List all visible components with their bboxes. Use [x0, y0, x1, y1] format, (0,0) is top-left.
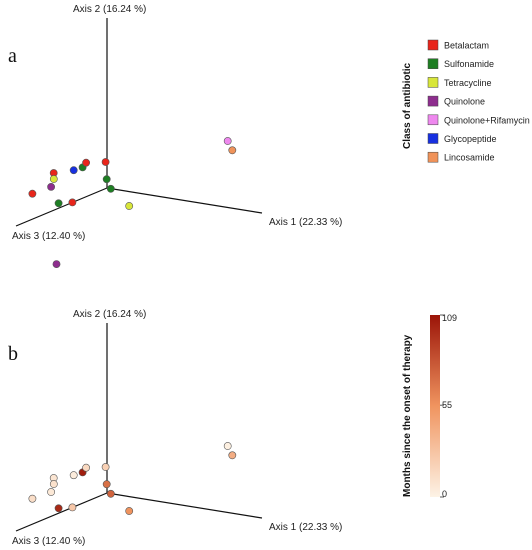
- panel-b-point: [101, 463, 110, 471]
- colorbar-ticks: 0 55 109: [440, 313, 457, 499]
- panel-a-point: [101, 158, 110, 166]
- legend-label: Betalactam: [444, 41, 489, 51]
- panel-b-point: [223, 442, 232, 450]
- legend-title: Class of antibiotic: [402, 62, 413, 149]
- panel-b-point: [47, 488, 55, 496]
- legend-label: Lincosamide: [444, 153, 495, 163]
- panel-b-point: [125, 507, 134, 515]
- colorbar-tick-label: 0: [442, 489, 447, 499]
- panel-a-point: [69, 166, 78, 175]
- panel-a-axis1-label: Axis 1 (22.33 %): [269, 217, 342, 228]
- colorbar-tick-label: 55: [442, 400, 452, 410]
- panel-b-axes: Axis 2 (16.24 %) Axis 1 (22.33 %) Axis 3…: [8, 309, 342, 547]
- panel-b-axis1-label: Axis 1 (22.33 %): [269, 522, 342, 533]
- panel-a-point: [52, 260, 61, 268]
- panel-b-label: b: [8, 343, 18, 365]
- panel-a-point: [47, 182, 55, 191]
- panel-a-axis3-label: Axis 3 (12.40 %): [12, 231, 85, 242]
- legend-items: Betalactam Sulfonamide Tetracycline Quinolo…: [427, 39, 530, 163]
- panel-a-label: a: [8, 45, 17, 67]
- panel-a-point: [228, 146, 237, 155]
- panel-b-point: [82, 463, 90, 472]
- panel-b-point: [69, 471, 78, 480]
- panel-b-axis1-line: [106, 492, 263, 519]
- legend-label: Sulfonamide: [444, 59, 494, 69]
- colorbar-title: Months since the onset of therapy: [402, 334, 413, 497]
- panel-b-points: [28, 442, 237, 515]
- panel-a-point: [106, 184, 115, 193]
- colorbar-tick-label: 109: [442, 313, 457, 323]
- panel-a-point: [223, 137, 232, 145]
- panel-b-point: [68, 503, 77, 512]
- legend-swatch: [427, 77, 439, 88]
- panel-a-point: [28, 189, 37, 198]
- panel-b-point: [102, 480, 111, 489]
- panel-b-point: [228, 451, 237, 460]
- class-legend: Class of antibiotic Betalactam Sulfonamid…: [402, 39, 530, 163]
- panel-b-point: [54, 504, 63, 513]
- months-colorbar: Months since the onset of therapy 0 55 109: [402, 313, 457, 499]
- legend-swatch: [427, 58, 439, 69]
- panel-b-axis2-label: Axis 2 (16.24 %): [73, 309, 146, 320]
- legend-swatch: [427, 133, 439, 144]
- colorbar-gradient: [430, 315, 440, 497]
- legend-swatch: [427, 151, 439, 163]
- panel-a-axis3-line: [15, 187, 108, 227]
- legend-swatch: [427, 39, 439, 51]
- legend-label: Quinolone: [444, 97, 485, 107]
- panel-a-point: [54, 199, 63, 208]
- legend-label: Quinolone+Rifamycin: [444, 115, 530, 125]
- panel-b-axis3-line: [15, 492, 108, 532]
- panel-a-point: [82, 158, 90, 167]
- legend-swatch: [427, 95, 439, 107]
- legend-swatch: [427, 114, 439, 126]
- panel-b-point: [49, 480, 58, 488]
- legend-label: Tetracycline: [444, 78, 492, 88]
- legend-label: Glycopeptide: [444, 134, 497, 144]
- panel-b-point: [106, 489, 115, 498]
- panel-a-axes: Axis 2 (16.24 %) Axis 1 (22.33 %) Axis 3…: [8, 4, 342, 242]
- panel-a-point: [125, 202, 134, 210]
- panel-a-points: [28, 137, 237, 268]
- panel-b-axis3-label: Axis 3 (12.40 %): [12, 536, 85, 547]
- panel-a-point: [102, 175, 111, 184]
- panel-a-axis1-line: [106, 187, 263, 214]
- panel-a-axis2-label: Axis 2 (16.24 %): [73, 4, 146, 15]
- panel-a-point: [49, 175, 58, 183]
- panel-a-point: [68, 198, 77, 207]
- panel-b-point: [28, 494, 37, 503]
